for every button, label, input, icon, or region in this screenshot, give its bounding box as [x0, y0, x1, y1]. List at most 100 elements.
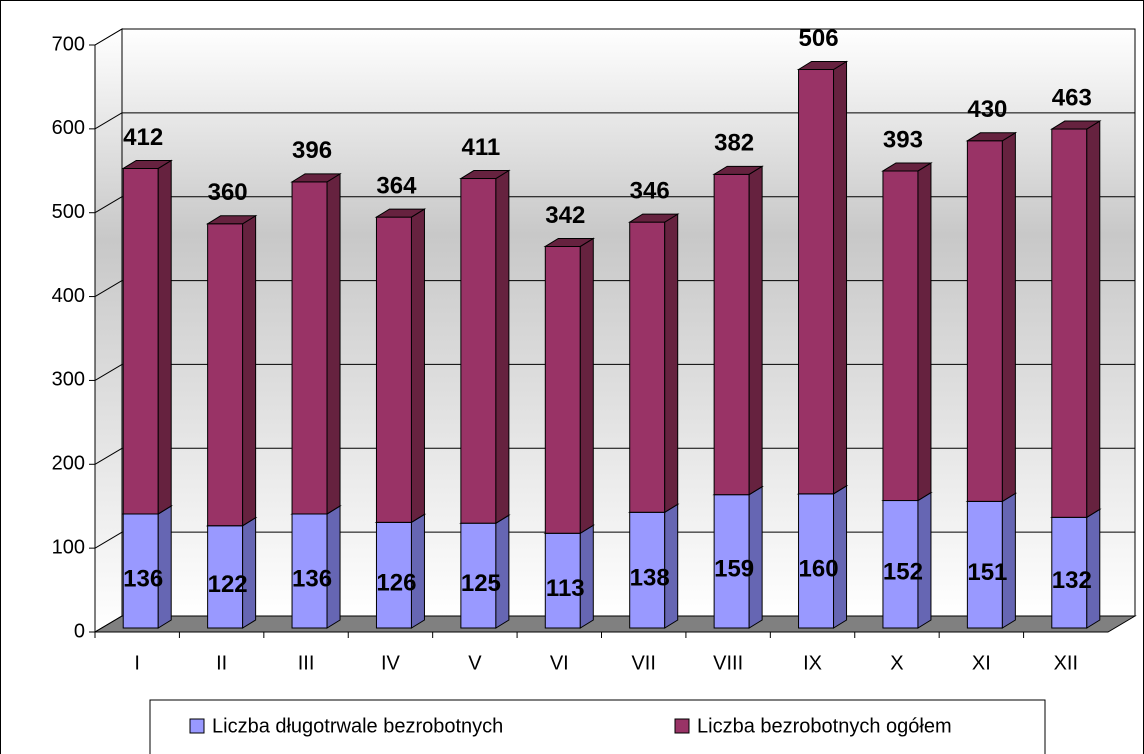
bar-side [326, 172, 341, 515]
bar [629, 221, 666, 513]
grid-line [94, 28, 123, 46]
bar [460, 522, 497, 629]
side-wall [94, 28, 123, 633]
y-tick-label: 600 [52, 117, 85, 139]
bar [291, 513, 328, 629]
bar-side [1001, 131, 1016, 503]
bar [713, 494, 750, 629]
bar-top [543, 237, 596, 247]
bar-side [833, 60, 848, 495]
bar [882, 500, 919, 629]
bar [544, 245, 581, 534]
x-tick-label: XII [1054, 652, 1078, 674]
bar-top [290, 173, 342, 183]
bar [122, 513, 159, 629]
bar [798, 493, 835, 629]
value-label: 138 [630, 564, 670, 591]
bar-side [242, 214, 257, 527]
value-label: 411 [462, 134, 501, 161]
value-label: 382 [714, 130, 754, 157]
legend-swatch [674, 718, 690, 734]
bar-side [410, 208, 425, 524]
y-tick-label: 500 [52, 201, 85, 223]
value-label: 151 [967, 559, 1007, 586]
value-label: 430 [967, 96, 1007, 123]
bar [966, 140, 1003, 502]
bar-top [205, 215, 258, 225]
bar [713, 173, 750, 496]
bar-top [374, 208, 427, 218]
legend-label: Liczba długotrwale bezrobotnych [212, 715, 503, 737]
value-label: 396 [292, 137, 332, 164]
legend-swatch [189, 718, 205, 734]
bar [1051, 128, 1088, 518]
grid-line [94, 363, 123, 381]
value-label: 125 [461, 570, 501, 597]
x-tick-label: IV [381, 652, 401, 674]
bar [375, 216, 412, 523]
bar-side [664, 213, 679, 514]
x-tick-label: VI [550, 652, 569, 674]
grid-line [94, 531, 123, 549]
value-label: 159 [714, 556, 754, 583]
value-label: 393 [883, 126, 923, 153]
value-label: 342 [545, 202, 585, 229]
legend [149, 699, 1046, 754]
bar-side [748, 165, 763, 496]
bar-side [157, 159, 172, 515]
bar-top [459, 170, 511, 180]
bar [207, 223, 244, 527]
bar-top [1050, 120, 1102, 130]
grid-line [94, 447, 123, 465]
x-tick-label: II [216, 652, 227, 674]
grid-line [94, 196, 123, 214]
value-label: 136 [123, 565, 163, 592]
x-tick-label: I [134, 652, 140, 674]
value-label: 506 [799, 25, 839, 52]
bar [291, 181, 328, 515]
y-tick-label: 700 [52, 33, 85, 55]
value-label: 136 [292, 565, 332, 592]
value-label: 346 [630, 177, 670, 204]
x-tick-label: V [468, 652, 482, 674]
value-label: 160 [799, 555, 839, 582]
x-tick-label: IX [803, 652, 822, 674]
bar-top [965, 132, 1018, 142]
value-label: 113 [546, 575, 585, 602]
bar-top [881, 162, 933, 172]
legend-label: Liczba bezrobotnych ogółem [697, 715, 952, 737]
bar-side [495, 169, 510, 525]
x-tick-label: X [890, 652, 903, 674]
value-label: 126 [376, 570, 416, 597]
y-tick-label: 400 [52, 285, 85, 307]
value-label: 364 [376, 172, 417, 199]
x-tick-label: VIII [713, 652, 743, 674]
y-tick-label: 200 [52, 453, 85, 475]
x-tick-label: XI [972, 652, 991, 674]
value-label: 360 [208, 179, 248, 206]
bar [122, 167, 159, 515]
y-tick-label: 0 [74, 620, 85, 642]
y-tick-label: 300 [52, 369, 85, 391]
value-label: 412 [123, 124, 163, 151]
bar-top [121, 159, 173, 169]
bar-top [712, 165, 764, 175]
x-tick-label: III [298, 652, 315, 674]
bar [460, 178, 497, 524]
bar-top [627, 213, 680, 223]
bar-side [1086, 120, 1101, 519]
bar [882, 170, 919, 502]
value-label: 463 [1052, 84, 1092, 111]
bar [798, 69, 835, 495]
grid-line [94, 280, 123, 298]
bar-side [917, 162, 932, 502]
bar [629, 511, 666, 629]
y-tick-label: 100 [52, 536, 85, 558]
value-label: 132 [1052, 567, 1092, 594]
bar-top [796, 61, 849, 71]
value-label: 152 [883, 559, 923, 586]
bar-side [579, 237, 594, 535]
value-label: 122 [208, 571, 248, 598]
x-tick-label: VII [631, 652, 655, 674]
